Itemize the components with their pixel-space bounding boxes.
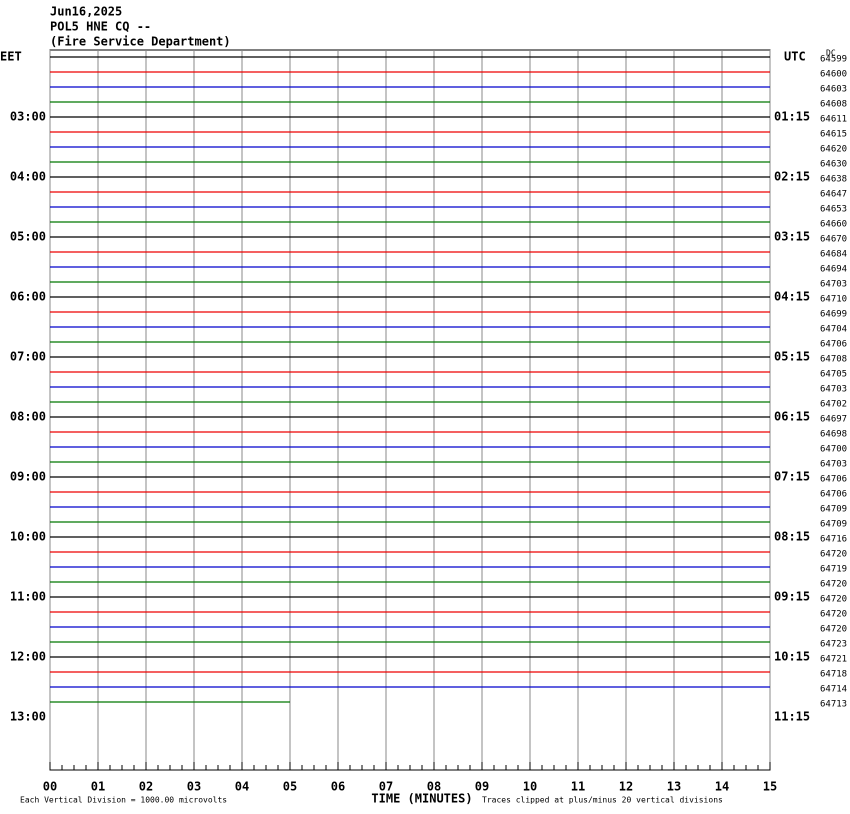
dc-offset: 64710 <box>820 295 847 305</box>
plot-frame <box>49 49 771 771</box>
dc-offset: 64684 <box>820 250 847 260</box>
dc-offset: 64704 <box>820 325 847 335</box>
local-time: 10:00 <box>10 530 46 544</box>
x-tick-label: 09 <box>475 780 489 794</box>
dc-offset: 64709 <box>820 520 847 530</box>
local-time: 04:00 <box>10 170 46 184</box>
x-tick-label: 06 <box>331 780 345 794</box>
dc-offset: 64611 <box>820 115 847 125</box>
dc-offset: 64706 <box>820 490 847 500</box>
local-time: 11:00 <box>10 590 46 604</box>
dc-offset: 64694 <box>820 265 847 275</box>
dc-offset: 64703 <box>820 280 847 290</box>
x-tick-label: 00 <box>43 780 57 794</box>
dc-offset: 64660 <box>820 220 847 230</box>
dc-offset: 64719 <box>820 565 847 575</box>
utc-time: 01:15 <box>774 110 810 124</box>
dc-offset: 64720 <box>820 550 847 560</box>
dc-offset: 64708 <box>820 355 847 365</box>
dc-offset: 64702 <box>820 400 847 410</box>
utc-time: 05:15 <box>774 350 810 364</box>
local-time: 07:00 <box>10 350 46 364</box>
dc-offset: 64720 <box>820 595 847 605</box>
scale-note: Each Vertical Division = 1000.00 microvo… <box>20 796 227 805</box>
clip-note: Traces clipped at plus/minus 20 vertical… <box>482 796 723 805</box>
x-tick-label: 13 <box>667 780 681 794</box>
x-tick-label: 07 <box>379 780 393 794</box>
dc-offset: 64630 <box>820 160 847 170</box>
dc-offset: 64703 <box>820 460 847 470</box>
dc-offset: 64705 <box>820 370 847 380</box>
utc-time: 11:15 <box>774 710 810 724</box>
dc-offset: 64647 <box>820 190 847 200</box>
dc-offset: 64703 <box>820 385 847 395</box>
utc-time: 08:15 <box>774 530 810 544</box>
dc-offset: 64706 <box>820 475 847 485</box>
utc-time: 03:15 <box>774 230 810 244</box>
right-zone: UTC <box>784 50 806 64</box>
utc-time: 02:15 <box>774 170 810 184</box>
dc-offset: 64670 <box>820 235 847 245</box>
station: POL5 HNE CQ -- <box>50 20 151 34</box>
dc-offset: 64723 <box>820 640 847 650</box>
x-tick-label: 02 <box>139 780 153 794</box>
x-tick-label: 14 <box>715 780 729 794</box>
dc-offset: 64700 <box>820 445 847 455</box>
local-time: 08:00 <box>10 410 46 424</box>
dc-offset: 64714 <box>820 685 847 695</box>
dc-offset: 64599 <box>820 55 847 65</box>
dc-offset: 64638 <box>820 175 847 185</box>
x-tick-label: 15 <box>763 780 777 794</box>
dc-offset: 64600 <box>820 70 847 80</box>
utc-time: 06:15 <box>774 410 810 424</box>
date: Jun16,2025 <box>50 5 122 19</box>
local-time: 06:00 <box>10 290 46 304</box>
dc-offset: 64720 <box>820 580 847 590</box>
utc-time: 09:15 <box>774 590 810 604</box>
dc-offset: 64603 <box>820 85 847 95</box>
x-tick-label: 11 <box>571 780 585 794</box>
dc-label: DC <box>826 49 836 58</box>
x-axis-title: TIME (MINUTES) <box>371 792 472 806</box>
dc-offset: 64706 <box>820 340 847 350</box>
dc-offset: 64615 <box>820 130 847 140</box>
local-time: 13:00 <box>10 710 46 724</box>
dc-offset: 64718 <box>820 670 847 680</box>
dc-offset: 64698 <box>820 430 847 440</box>
dc-offset: 64721 <box>820 655 847 665</box>
x-tick-label: 01 <box>91 780 105 794</box>
dc-offset: 64608 <box>820 100 847 110</box>
utc-time: 04:15 <box>774 290 810 304</box>
left-zone: EET <box>0 50 22 64</box>
x-tick-label: 03 <box>187 780 201 794</box>
utc-time: 07:15 <box>774 470 810 484</box>
x-tick-label: 12 <box>619 780 633 794</box>
dc-offset: 64620 <box>820 145 847 155</box>
x-tick-label: 04 <box>235 780 249 794</box>
x-tick-label: 08 <box>427 780 441 794</box>
dc-offset: 64697 <box>820 415 847 425</box>
local-time: 12:00 <box>10 650 46 664</box>
dc-offset: 64713 <box>820 700 847 710</box>
x-tick-label: 05 <box>283 780 297 794</box>
dc-offset: 64653 <box>820 205 847 215</box>
dc-offset: 64720 <box>820 610 847 620</box>
local-time: 05:00 <box>10 230 46 244</box>
dc-offset: 64699 <box>820 310 847 320</box>
utc-time: 10:15 <box>774 650 810 664</box>
dc-offset: 64709 <box>820 505 847 515</box>
agency: (Fire Service Department) <box>50 35 231 49</box>
dc-offset: 64720 <box>820 625 847 635</box>
x-tick-label: 10 <box>523 780 537 794</box>
local-time: 09:00 <box>10 470 46 484</box>
local-time: 03:00 <box>10 110 46 124</box>
dc-offset: 64716 <box>820 535 847 545</box>
